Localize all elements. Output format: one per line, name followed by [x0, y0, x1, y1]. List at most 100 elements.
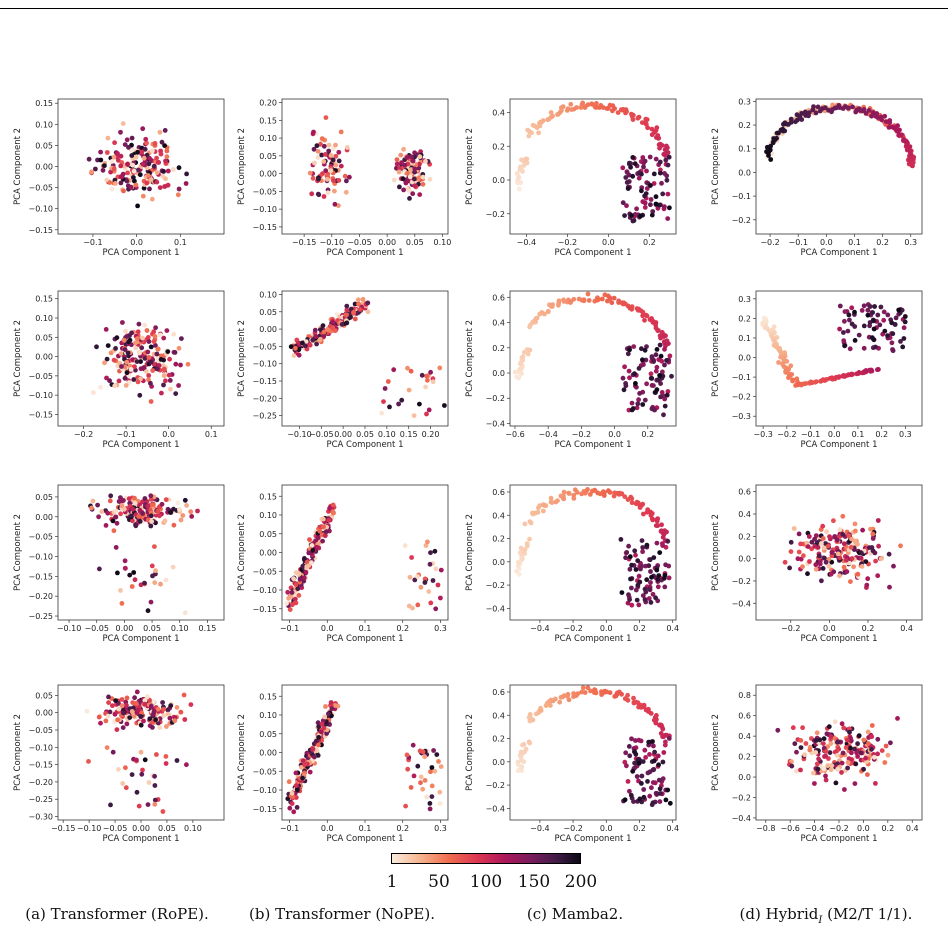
- scatter-point: [644, 186, 650, 191]
- scatter-point: [826, 563, 832, 569]
- scatter-point: [524, 160, 530, 166]
- scatter-point: [649, 785, 654, 791]
- scatter-point: [357, 307, 363, 312]
- x-tick-label: −0.1: [280, 624, 299, 633]
- x-axis-label: PCA Component 1: [554, 834, 631, 844]
- scatter-point: [636, 573, 642, 579]
- scatter-point: [625, 351, 631, 357]
- scatter-point: [165, 711, 171, 717]
- scatter-point: [127, 715, 133, 720]
- scatter-point: [405, 766, 411, 772]
- scatter-point: [114, 727, 120, 732]
- scatter-point: [437, 801, 443, 806]
- scatter-point: [622, 364, 627, 370]
- scatter-point: [138, 714, 144, 719]
- scatter-point: [356, 301, 361, 307]
- scatter-point: [802, 109, 808, 115]
- scatter-point: [144, 140, 149, 146]
- scatter-point: [365, 300, 371, 306]
- y-tick-label: 0.2: [738, 753, 751, 762]
- scatter-point: [795, 556, 801, 562]
- scatter-point: [782, 559, 788, 565]
- scatter-point: [642, 205, 648, 210]
- y-tick-label: −0.1: [732, 373, 751, 382]
- y-tick-label: 0.2: [492, 344, 505, 353]
- scatter-point: [663, 157, 669, 163]
- y-tick-label: −0.15: [252, 377, 277, 386]
- scatter-point: [556, 298, 562, 304]
- scatter-point: [630, 155, 636, 160]
- scatter-point: [148, 177, 154, 182]
- scatter-point: [132, 695, 137, 701]
- scatter-point: [122, 565, 128, 571]
- scatter-point: [415, 602, 421, 608]
- y-tick-label: 0.15: [35, 99, 53, 108]
- scatter-point: [320, 538, 325, 544]
- scatter-point: [415, 763, 421, 769]
- scatter-point: [633, 552, 638, 558]
- scatter-point: [137, 350, 142, 356]
- scatter-point: [394, 157, 400, 162]
- scatter-point: [568, 299, 574, 304]
- scatter-point: [655, 753, 661, 759]
- scatter-point: [181, 692, 187, 698]
- scatter-point: [296, 593, 302, 598]
- y-tick-label: 0.15: [35, 295, 53, 304]
- scatter-point: [319, 721, 325, 727]
- scatter-point: [136, 803, 142, 809]
- scatter-point: [669, 373, 674, 379]
- scatter-point: [827, 534, 832, 539]
- scatter-point: [650, 767, 656, 773]
- y-tick-label: −0.2: [732, 794, 751, 803]
- scatter-point: [534, 125, 540, 130]
- y-tick-label: 0.0: [492, 758, 505, 767]
- x-tick-label: 0.1: [359, 824, 372, 833]
- scatter-point: [823, 559, 829, 565]
- x-tick-label: −0.6: [505, 430, 524, 439]
- colorbar-tick-50: 50: [428, 872, 450, 892]
- caption-a: (a) Transformer (RoPE).: [25, 905, 209, 923]
- scatter-point: [659, 180, 664, 186]
- scatter-point: [833, 780, 839, 786]
- scatter-point: [351, 309, 356, 315]
- x-tick-label: −0.1: [83, 238, 102, 247]
- scatter-point: [537, 503, 543, 509]
- y-tick-label: 0.2: [738, 532, 751, 541]
- scatter-point: [412, 183, 418, 189]
- scatter-point: [96, 514, 101, 520]
- scatter-point: [835, 739, 841, 745]
- scatter-point: [660, 759, 666, 765]
- scatter-point: [151, 329, 157, 335]
- x-tick-label: −0.1: [788, 238, 807, 247]
- y-tick-label: −0.25: [252, 412, 277, 421]
- scatter-point: [794, 768, 799, 774]
- scatter-point: [189, 514, 195, 519]
- y-tick-label: −0.2: [486, 394, 505, 403]
- scatter-point: [775, 727, 781, 733]
- x-tick-label: 0.4: [900, 624, 913, 633]
- plot-frame: [509, 98, 677, 235]
- scatter-point: [875, 518, 881, 523]
- x-tick-label: 0.0: [321, 824, 334, 833]
- scatter-point: [840, 532, 846, 537]
- scatter-point: [150, 148, 155, 154]
- scatter-point: [420, 174, 426, 180]
- scatter-point: [648, 202, 653, 208]
- scatter-point: [321, 334, 327, 339]
- scatter-point: [422, 580, 428, 585]
- scatter-point: [98, 157, 104, 163]
- scatter-point: [116, 378, 122, 384]
- scatter-point: [332, 188, 337, 194]
- scatter-point: [162, 128, 168, 133]
- scatter-point: [167, 378, 173, 383]
- scatter-point: [163, 497, 169, 503]
- scatter-point: [766, 153, 771, 158]
- scatter-point: [105, 713, 111, 719]
- x-axis-label: PCA Component 1: [102, 248, 179, 258]
- scatter-point: [293, 770, 299, 776]
- scatter-point: [396, 169, 402, 175]
- scatter-point: [313, 738, 319, 744]
- x-axis-label: PCA Component 1: [326, 440, 403, 450]
- y-tick-label: 0.00: [259, 749, 277, 758]
- scatter-point: [175, 500, 181, 506]
